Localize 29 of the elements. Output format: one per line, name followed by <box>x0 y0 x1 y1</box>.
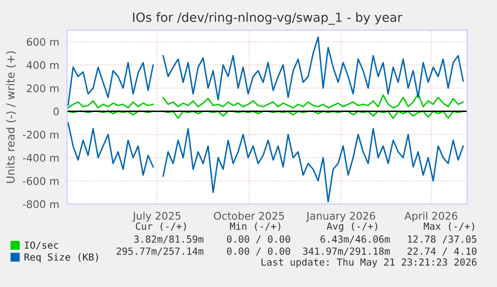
text: 12.78 /37.05 <box>408 235 476 244</box>
chart-title: IOs for /dev/ring-nlnog-vg/swap_1 - by year <box>133 12 402 25</box>
legend-label: Req Size (KB) <box>24 253 98 263</box>
y-tick-label: 0 <box>54 108 59 116</box>
text: 22.74 / 4.10 <box>408 247 476 256</box>
text: 341.97m/291.18m <box>303 247 390 256</box>
x-tick-label: January 2026 <box>306 212 376 222</box>
text: Avg (-/+) <box>326 222 378 232</box>
text: Max (-/+) <box>424 222 474 232</box>
y-tick-label: 400 m <box>26 61 59 70</box>
y-tick-label: 600 m <box>26 38 59 46</box>
x-tick-label: October 2025 <box>214 212 284 220</box>
text: 0.00 / 0.00 <box>226 235 290 244</box>
text: Last update: Thu May 21 23:21:23 2026 <box>262 258 476 268</box>
y-tick-label: -600 m <box>22 177 59 185</box>
text: Min (-/+) <box>230 222 280 232</box>
text: Cur (-/+) <box>136 222 186 232</box>
y-tick-label: -400 m <box>22 154 59 162</box>
legend-label: IO/sec <box>24 241 58 250</box>
x-tick-label: April 2026 <box>404 212 458 222</box>
y-tick-label: -200 m <box>22 130 59 139</box>
text: 3.82m/81.59m <box>134 235 204 244</box>
text: 0.00 / 0.00 <box>226 247 290 256</box>
x-tick-label: July 2025 <box>132 212 180 222</box>
y-tick-label: 200 m <box>26 84 59 92</box>
text: 6.43m/46.06m <box>320 235 390 244</box>
y-axis-title: Units read (-) / write (+) <box>6 51 16 183</box>
text: 295.77m/257.14m <box>116 247 204 256</box>
y-tick-label: -800 m <box>22 200 59 208</box>
